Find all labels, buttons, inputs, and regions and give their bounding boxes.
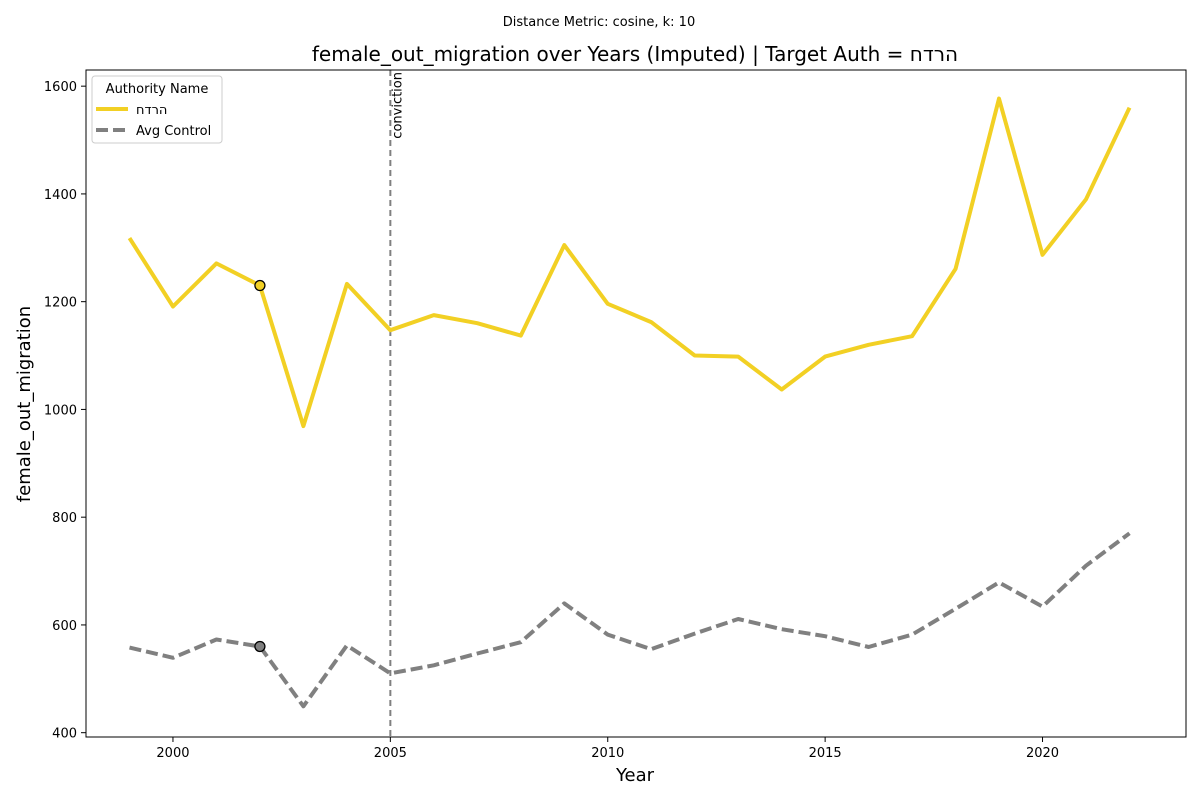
series-marker-1: [254, 640, 266, 653]
conviction-label: conviction: [390, 72, 405, 139]
legend-label-target: הרדח: [136, 103, 167, 118]
legend-frame: [91, 75, 223, 144]
legend-title: Authority Name: [106, 82, 209, 97]
y-tick-label: 1200: [44, 296, 77, 311]
chart-suptitle: Distance Metric: cosine, k: 10: [503, 15, 695, 30]
y-axis-label: female_out_migration: [14, 306, 35, 502]
y-tick-label: 600: [52, 619, 77, 634]
chart-title: female_out_migration over Years (Imputed…: [312, 42, 958, 66]
x-tick-label: 2010: [591, 746, 624, 761]
y-tick-label: 1600: [44, 80, 77, 95]
y-tick-label: 1000: [44, 403, 77, 418]
y-tick-label: 400: [52, 727, 77, 742]
legend-label-control: Avg Control: [136, 124, 211, 139]
x-tick-label: 2020: [1026, 746, 1059, 761]
series-line-0: [127, 96, 1132, 429]
legend: Authority Name הרדח Avg Control: [91, 75, 223, 144]
x-axis-label: Year: [615, 765, 655, 786]
axes-frame: [85, 69, 1187, 738]
series-line-1: [129, 531, 1131, 709]
x-tick-label: 2015: [809, 746, 842, 761]
y-tick-label: 800: [52, 511, 77, 526]
axes: 2000 2005 2010 2015 2020 400 600 800 1000 1200 140…: [44, 69, 1187, 761]
plot-area: conviction: [127, 70, 1132, 737]
y-tick-label: 1400: [44, 188, 77, 203]
series-marker-0: [254, 279, 266, 292]
x-tick-label: 2005: [374, 746, 407, 761]
x-tick-label: 2000: [156, 746, 189, 761]
